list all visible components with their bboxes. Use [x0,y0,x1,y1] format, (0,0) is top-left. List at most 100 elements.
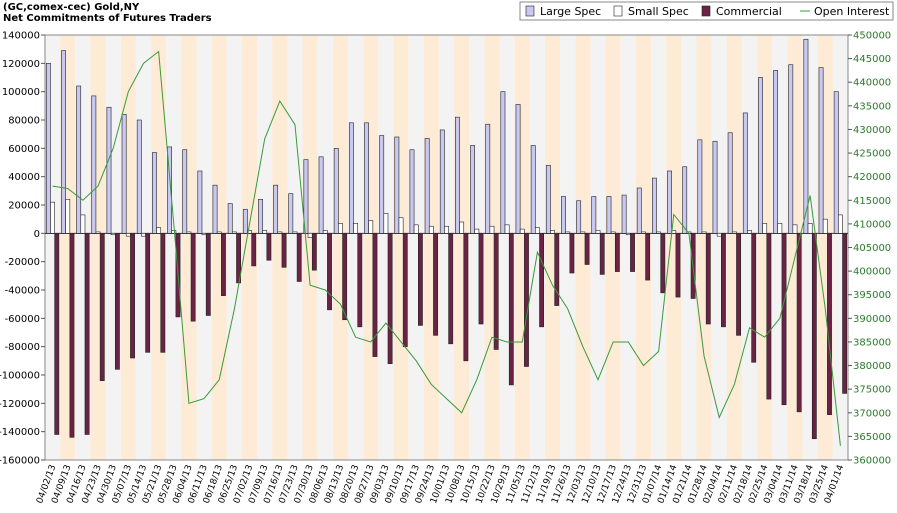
line [52,50,841,446]
band [257,35,273,460]
y-tick-label: -140000 [0,427,40,438]
bar [636,187,642,234]
bar [539,233,545,328]
bar [418,233,423,326]
band [651,35,667,460]
legend-label: Small Spec [628,5,689,18]
chart-title: (GC,comex-cec) Gold,NY [3,2,140,13]
bar [474,228,480,234]
bar [190,233,196,322]
bar [545,165,551,234]
bar [606,196,612,234]
bar [838,214,843,234]
bar [167,146,172,234]
bar [322,230,328,234]
y-tick-label: 80000 [8,116,40,127]
bar [160,233,166,353]
bar [364,122,369,234]
bar [182,149,188,234]
bar [342,233,348,321]
y-tick-label: 100000 [2,87,40,98]
y2-tick-label: 440000 [853,78,891,89]
y-tick-label: -100000 [0,371,40,382]
band [544,35,561,460]
bar [811,233,817,440]
bar [145,233,151,353]
bar [645,233,651,281]
bar [580,231,586,234]
bar [292,231,298,234]
bar [747,230,752,234]
bar [500,91,506,234]
y-tick-label: 140000 [2,31,40,42]
bar [766,233,772,400]
bar [630,233,635,272]
bar [535,227,540,234]
bar [788,64,794,234]
y2-tick-label: 360000 [853,456,891,467]
legend-swatch [613,5,623,17]
y2-tick-label: 385000 [853,337,891,348]
bar [348,122,354,234]
legend: Large Spec Small Spec Commercial Open Inter… [519,1,894,21]
bar [455,116,460,234]
bar [266,233,272,261]
bar [372,233,378,357]
bar [758,77,763,234]
bar [705,233,711,325]
bar [409,149,415,234]
bar [311,233,317,271]
bar [489,225,495,234]
bar [433,233,438,336]
bar [682,166,688,234]
bar [701,231,707,234]
bar [515,104,521,234]
bar [156,227,162,234]
bar [106,106,112,234]
bar [130,233,135,359]
y-tick-label: -80000 [5,342,40,353]
band [226,35,242,460]
y-tick-label: -20000 [5,257,40,268]
bar [803,38,809,234]
bar [65,199,71,234]
band [287,35,303,460]
bar [80,214,86,234]
bar [485,123,491,234]
y-tick-label: -120000 [0,399,40,410]
y2-tick-label: 390000 [853,314,891,325]
bar [379,135,385,234]
bar [781,233,787,406]
bar [459,221,465,234]
bar [69,233,75,438]
bar [736,233,741,336]
bar [554,233,560,306]
bar [565,231,571,234]
bar [827,233,832,415]
bar [599,233,605,275]
bar [251,233,257,267]
band [469,35,485,460]
bar [842,233,848,394]
bar [114,233,120,370]
bar [273,184,279,234]
bar [402,233,408,347]
y-tick-label: 120000 [2,59,40,70]
bar [394,136,400,234]
bar [277,231,283,234]
y2-tick-label: 415000 [853,196,891,207]
bar [258,199,263,234]
bar [576,200,582,234]
bar [61,50,66,234]
bar [186,231,192,234]
bar [424,138,430,234]
bar [807,223,813,234]
bar [792,224,798,234]
bar [296,233,302,282]
bar [136,119,142,234]
bar [152,152,157,234]
bar [660,233,666,294]
bar [550,230,555,234]
y-tick-label: -60000 [5,314,40,325]
